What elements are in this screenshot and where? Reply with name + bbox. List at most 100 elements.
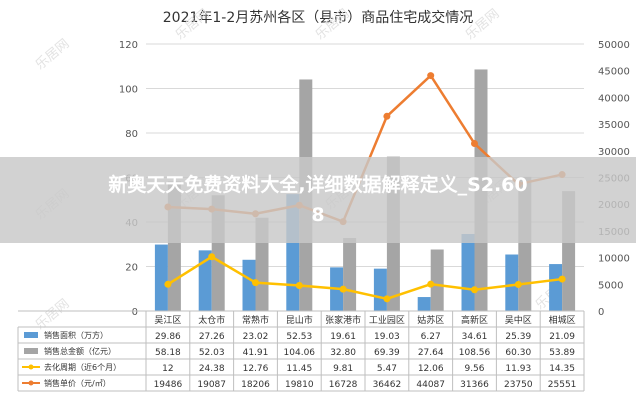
- legend-label: 销售总金额（亿元）: [44, 346, 116, 356]
- line-point: [164, 280, 172, 288]
- data-label: 11.93: [505, 364, 531, 374]
- data-label: 16728: [329, 380, 358, 390]
- legend-swatch: [28, 364, 34, 370]
- bar: [373, 268, 387, 311]
- bar: [343, 238, 357, 311]
- series-line: [167, 255, 563, 301]
- y-left-tick-label: 80: [125, 129, 138, 140]
- y-left-tick-label: 120: [119, 40, 138, 51]
- data-label: 60.30: [505, 348, 531, 358]
- watermark-text: 乐居网: [33, 296, 73, 333]
- line-point: [252, 279, 259, 287]
- data-label: 23.02: [243, 332, 269, 342]
- bar: [154, 244, 168, 311]
- bar: [549, 264, 563, 311]
- data-label: 5.47: [377, 364, 397, 374]
- bar: [198, 250, 212, 311]
- data-label: 23750: [504, 380, 533, 390]
- category-label: 吴江区: [154, 315, 181, 326]
- line-point: [558, 275, 566, 283]
- data-label: 29.86: [155, 332, 181, 342]
- bar: [417, 297, 431, 311]
- data-label: 25.39: [505, 332, 531, 342]
- data-label: 19810: [285, 380, 314, 390]
- category-label: 工业园区: [369, 315, 405, 326]
- data-label: 27.64: [418, 348, 444, 358]
- category-label: 姑苏区: [417, 314, 444, 326]
- chart-title: 2021年1-2月苏州各区（县市）商品住宅成交情况: [163, 9, 474, 26]
- data-label: 44087: [416, 380, 445, 390]
- y-left-tick-label: 0: [132, 307, 138, 318]
- banner-background: [0, 157, 636, 243]
- bar: [461, 233, 475, 311]
- category-label: 高新区: [461, 314, 488, 326]
- bar: [242, 259, 256, 311]
- y-right-tick-label: 40000: [598, 93, 630, 104]
- line-point: [471, 286, 478, 294]
- category-label: 常熟市: [242, 314, 269, 326]
- data-label: 27.26: [199, 332, 225, 342]
- line-point: [427, 72, 435, 80]
- data-label: 19087: [197, 380, 226, 390]
- data-label: 53.89: [549, 348, 575, 358]
- bar: [505, 254, 519, 311]
- data-label: 25551: [548, 380, 577, 390]
- category-label: 张家港市: [325, 314, 361, 326]
- category-label: 相城区: [549, 314, 576, 326]
- data-label: 36462: [373, 380, 402, 390]
- data-label: 34.61: [462, 332, 488, 342]
- line-point: [427, 280, 435, 288]
- line-point: [471, 140, 478, 148]
- data-label: 69.39: [374, 348, 400, 358]
- data-label: 19.03: [374, 332, 400, 342]
- data-label: 108.56: [459, 348, 491, 358]
- watermark-text: 乐居网: [33, 36, 73, 73]
- data-label: 18206: [241, 380, 270, 390]
- category-label: 太仓市: [198, 314, 225, 326]
- data-label: 31366: [460, 380, 489, 390]
- legend-swatch: [24, 348, 38, 354]
- data-label: 24.38: [199, 364, 225, 374]
- data-label: 104.06: [284, 348, 316, 358]
- line-point: [514, 280, 522, 288]
- data-label: 14.35: [549, 364, 575, 374]
- y-right-tick-label: 50000: [598, 40, 630, 51]
- data-label: 12.06: [418, 364, 444, 374]
- data-label: 52.03: [199, 348, 225, 358]
- overlay-banner: 新奥天天免费资料大全,详细数据解释定义_S2.60 8: [0, 157, 636, 243]
- category-label: 吴中区: [505, 314, 532, 326]
- y-right-tick-label: 45000: [598, 67, 630, 78]
- banner-text-line1: 新奥天天免费资料大全,详细数据解释定义_S2.60: [108, 173, 527, 196]
- data-label: 19486: [154, 380, 183, 390]
- data-label: 58.18: [155, 348, 181, 358]
- legend-label: 销售面积（万方）: [44, 330, 108, 340]
- data-label: 32.80: [330, 348, 356, 358]
- legend-swatch: [28, 380, 34, 386]
- legend-label: 去化周期（近6个月）: [44, 362, 121, 372]
- legend-swatch: [24, 332, 38, 338]
- data-label: 9.56: [464, 364, 484, 374]
- bar: [430, 249, 444, 311]
- data-label: 12.76: [243, 364, 269, 374]
- data-table: 吴江区 太仓市 常熟市 昆山市 张家港市 工业园区 姑苏区 高新区 吴中区 相城区销售面积（万方）…: [17, 310, 585, 392]
- y-right-tick-label: 0: [598, 307, 604, 318]
- data-label: 9.81: [333, 364, 353, 374]
- data-label: 6.27: [421, 332, 441, 342]
- category-label: 昆山市: [286, 314, 313, 326]
- y-right-tick-label: 30000: [598, 147, 630, 158]
- line-point: [339, 285, 347, 293]
- y-right-tick-label: 35000: [598, 120, 630, 131]
- line-point: [383, 295, 391, 303]
- legend-label: 销售单价（元/㎡）: [44, 378, 111, 388]
- y-right-tick-label: 10000: [598, 254, 630, 265]
- line-point: [383, 112, 391, 120]
- line-point: [208, 253, 216, 261]
- data-label: 19.61: [330, 332, 356, 342]
- y-left-tick-label: 100: [119, 85, 138, 96]
- y-left-tick-label: 20: [125, 263, 138, 274]
- data-label: 12: [162, 364, 173, 374]
- data-label: 52.53: [286, 332, 312, 342]
- data-label: 21.09: [549, 332, 575, 342]
